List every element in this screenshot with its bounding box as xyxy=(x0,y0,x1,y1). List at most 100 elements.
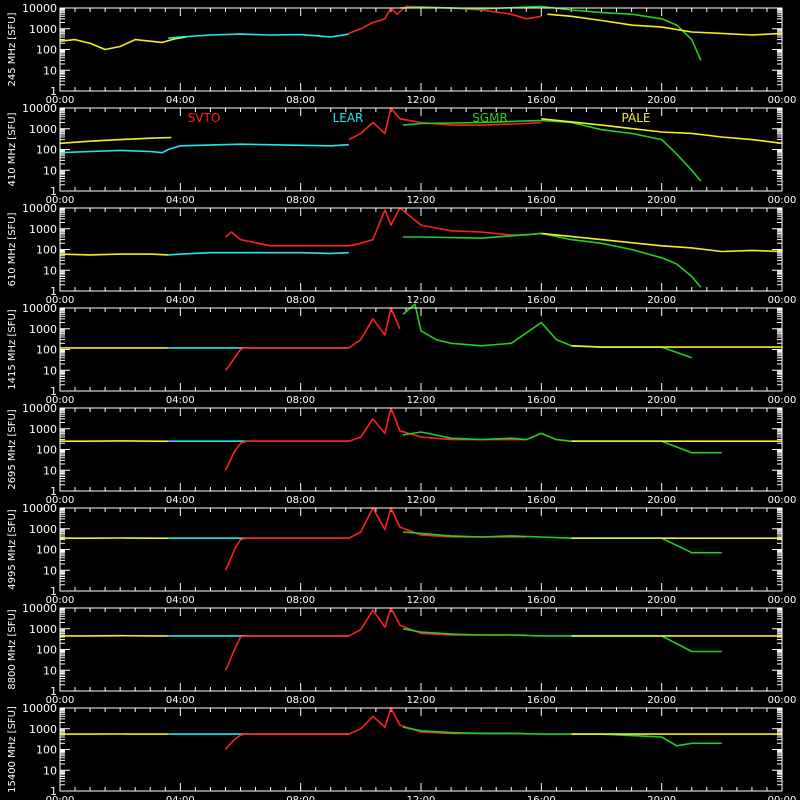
legend-label-lear: LEAR xyxy=(333,111,364,125)
x-tick-label: 04:00 xyxy=(166,295,195,306)
panel-frame xyxy=(59,407,783,492)
x-tick-label: 12:00 xyxy=(407,795,436,800)
x-tick-label: 20:00 xyxy=(647,695,676,706)
y-axis-label: 2695 MHz [SFU] xyxy=(7,409,18,490)
x-tick-label: 00:00 xyxy=(768,195,797,206)
y-tick-label: 1000 xyxy=(29,523,57,536)
y-tick-label: 1000 xyxy=(29,23,57,36)
x-tick-label: 00:00 xyxy=(768,95,797,106)
x-tick-label: 20:00 xyxy=(647,95,676,106)
x-tick-label: 00:00 xyxy=(46,95,75,106)
x-tick-label: 16:00 xyxy=(527,795,556,800)
panel-frame xyxy=(59,507,783,592)
x-tick-label: 16:00 xyxy=(527,695,556,706)
x-tick-label: 04:00 xyxy=(166,195,195,206)
y-tick-label: 1 xyxy=(50,85,57,98)
y-tick-label: 100 xyxy=(36,344,57,357)
legend-label-pale: PALE xyxy=(622,111,651,125)
y-tick-label: 10 xyxy=(43,64,57,77)
y-tick-label: 1000 xyxy=(29,123,57,136)
y-tick-label: 10000 xyxy=(22,402,57,415)
series-line-pale xyxy=(571,345,782,348)
x-tick-label: 12:00 xyxy=(407,95,436,106)
x-tick-label: 00:00 xyxy=(768,595,797,606)
series-line-lear xyxy=(168,251,349,256)
series-line-sgmr xyxy=(402,119,702,182)
x-tick-label: 00:00 xyxy=(768,495,797,506)
y-axis-label: 1415 MHz [SFU] xyxy=(7,309,18,390)
x-tick-label: 04:00 xyxy=(166,395,195,406)
x-tick-label: 08:00 xyxy=(286,695,315,706)
y-tick-label: 10 xyxy=(43,364,57,377)
x-tick-label: 00:00 xyxy=(46,195,75,206)
panel-frame xyxy=(59,207,783,292)
series-line-sgmr xyxy=(402,726,722,747)
y-tick-label: 100 xyxy=(36,644,57,657)
x-tick-label: 20:00 xyxy=(647,195,676,206)
y-tick-label: 1 xyxy=(50,485,57,498)
series-line-pale xyxy=(59,36,187,51)
panel-frame xyxy=(59,107,783,192)
x-tick-label: 12:00 xyxy=(407,295,436,306)
x-tick-label: 00:00 xyxy=(768,795,797,800)
y-tick-label: 1 xyxy=(50,585,57,598)
series-line-lear xyxy=(59,143,349,154)
x-tick-label: 04:00 xyxy=(166,695,195,706)
x-tick-label: 00:00 xyxy=(46,495,75,506)
y-tick-label: 10000 xyxy=(22,602,57,615)
y-tick-label: 1 xyxy=(50,685,57,698)
series-line-sgmr xyxy=(402,531,722,554)
x-tick-label: 08:00 xyxy=(286,595,315,606)
x-tick-label: 16:00 xyxy=(527,295,556,306)
x-tick-label: 12:00 xyxy=(407,695,436,706)
y-tick-label: 100 xyxy=(36,744,57,757)
x-tick-label: 16:00 xyxy=(527,395,556,406)
panel-frame xyxy=(59,7,783,92)
y-tick-label: 100 xyxy=(36,144,57,157)
y-tick-label: 1 xyxy=(50,785,57,798)
y-tick-label: 10 xyxy=(43,764,57,777)
x-tick-label: 12:00 xyxy=(407,195,436,206)
series-line-svto xyxy=(348,107,542,141)
y-axis-label: 8800 MHz [SFU] xyxy=(7,609,18,690)
x-tick-label: 20:00 xyxy=(647,395,676,406)
y-tick-label: 1000 xyxy=(29,723,57,736)
x-tick-label: 08:00 xyxy=(286,495,315,506)
y-tick-label: 1000 xyxy=(29,423,57,436)
series-line-pale xyxy=(59,136,172,145)
x-tick-label: 00:00 xyxy=(768,395,797,406)
y-axis-label: 410 MHz [SFU] xyxy=(7,112,18,186)
x-tick-label: 04:00 xyxy=(166,595,195,606)
x-tick-label: 00:00 xyxy=(46,795,75,800)
y-tick-label: 10000 xyxy=(22,2,57,15)
x-tick-label: 20:00 xyxy=(647,795,676,800)
x-tick-label: 20:00 xyxy=(647,495,676,506)
y-axis-label: 245 MHz [SFU] xyxy=(7,12,18,86)
y-tick-label: 10000 xyxy=(22,702,57,715)
y-tick-label: 10000 xyxy=(22,502,57,515)
series-line-sgmr xyxy=(402,628,722,653)
panel-frame xyxy=(59,607,783,692)
series-line-pale xyxy=(547,13,783,36)
series-line-pale xyxy=(541,118,783,145)
y-tick-label: 1 xyxy=(50,385,57,398)
x-tick-label: 08:00 xyxy=(286,95,315,106)
x-tick-label: 00:00 xyxy=(46,695,75,706)
x-tick-label: 12:00 xyxy=(407,595,436,606)
y-tick-label: 10000 xyxy=(22,202,57,215)
x-tick-label: 08:00 xyxy=(286,395,315,406)
x-tick-label: 20:00 xyxy=(647,295,676,306)
y-tick-label: 1000 xyxy=(29,623,57,636)
legend-label-sgmr: SGMR xyxy=(472,111,508,125)
y-tick-label: 100 xyxy=(36,244,57,257)
y-tick-label: 10000 xyxy=(22,102,57,115)
y-tick-label: 10000 xyxy=(22,302,57,315)
y-tick-label: 10 xyxy=(43,464,57,477)
series-line-svto xyxy=(224,207,542,247)
series-line-lear xyxy=(168,33,349,39)
y-tick-label: 10 xyxy=(43,164,57,177)
series-line-svto xyxy=(348,5,542,35)
x-tick-label: 04:00 xyxy=(166,795,195,800)
x-tick-label: 00:00 xyxy=(46,595,75,606)
